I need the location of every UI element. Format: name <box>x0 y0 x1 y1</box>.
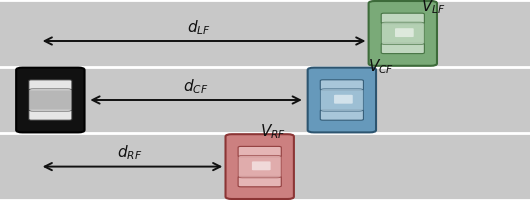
FancyBboxPatch shape <box>320 89 364 111</box>
FancyBboxPatch shape <box>369 1 437 66</box>
Text: $\mathit{V_{CF}}$: $\mathit{V_{CF}}$ <box>368 57 394 76</box>
Ellipse shape <box>228 181 242 190</box>
Ellipse shape <box>421 10 435 19</box>
Ellipse shape <box>278 143 292 152</box>
Ellipse shape <box>228 143 242 152</box>
Ellipse shape <box>68 115 83 123</box>
FancyBboxPatch shape <box>320 80 364 90</box>
Text: $\mathit{V_{LF}}$: $\mathit{V_{LF}}$ <box>421 0 446 16</box>
Ellipse shape <box>278 181 292 190</box>
FancyBboxPatch shape <box>29 110 72 120</box>
FancyBboxPatch shape <box>395 28 414 37</box>
FancyBboxPatch shape <box>29 80 72 90</box>
FancyBboxPatch shape <box>29 89 72 111</box>
Ellipse shape <box>310 115 323 123</box>
Text: $\mathit{V_{RF}}$: $\mathit{V_{RF}}$ <box>260 122 286 141</box>
FancyBboxPatch shape <box>238 146 281 157</box>
Text: $\mathit{d_{RF}}$: $\mathit{d_{RF}}$ <box>117 143 143 162</box>
FancyBboxPatch shape <box>238 176 281 187</box>
FancyBboxPatch shape <box>238 155 281 178</box>
FancyBboxPatch shape <box>16 68 85 132</box>
Ellipse shape <box>18 115 32 123</box>
Ellipse shape <box>360 77 374 85</box>
FancyBboxPatch shape <box>307 68 376 132</box>
Text: $\mathit{d_{LF}}$: $\mathit{d_{LF}}$ <box>187 18 211 37</box>
Ellipse shape <box>371 10 385 19</box>
FancyBboxPatch shape <box>252 161 271 170</box>
FancyBboxPatch shape <box>226 134 294 199</box>
Text: $\mathit{d_{CF}}$: $\mathit{d_{CF}}$ <box>183 77 209 96</box>
Ellipse shape <box>68 77 83 85</box>
FancyBboxPatch shape <box>381 43 425 54</box>
FancyBboxPatch shape <box>381 13 425 24</box>
Ellipse shape <box>18 77 32 85</box>
Ellipse shape <box>421 48 435 57</box>
FancyBboxPatch shape <box>320 110 364 120</box>
FancyBboxPatch shape <box>334 95 353 104</box>
FancyBboxPatch shape <box>381 22 425 45</box>
Ellipse shape <box>360 115 374 123</box>
Ellipse shape <box>371 48 385 57</box>
Ellipse shape <box>310 77 323 85</box>
